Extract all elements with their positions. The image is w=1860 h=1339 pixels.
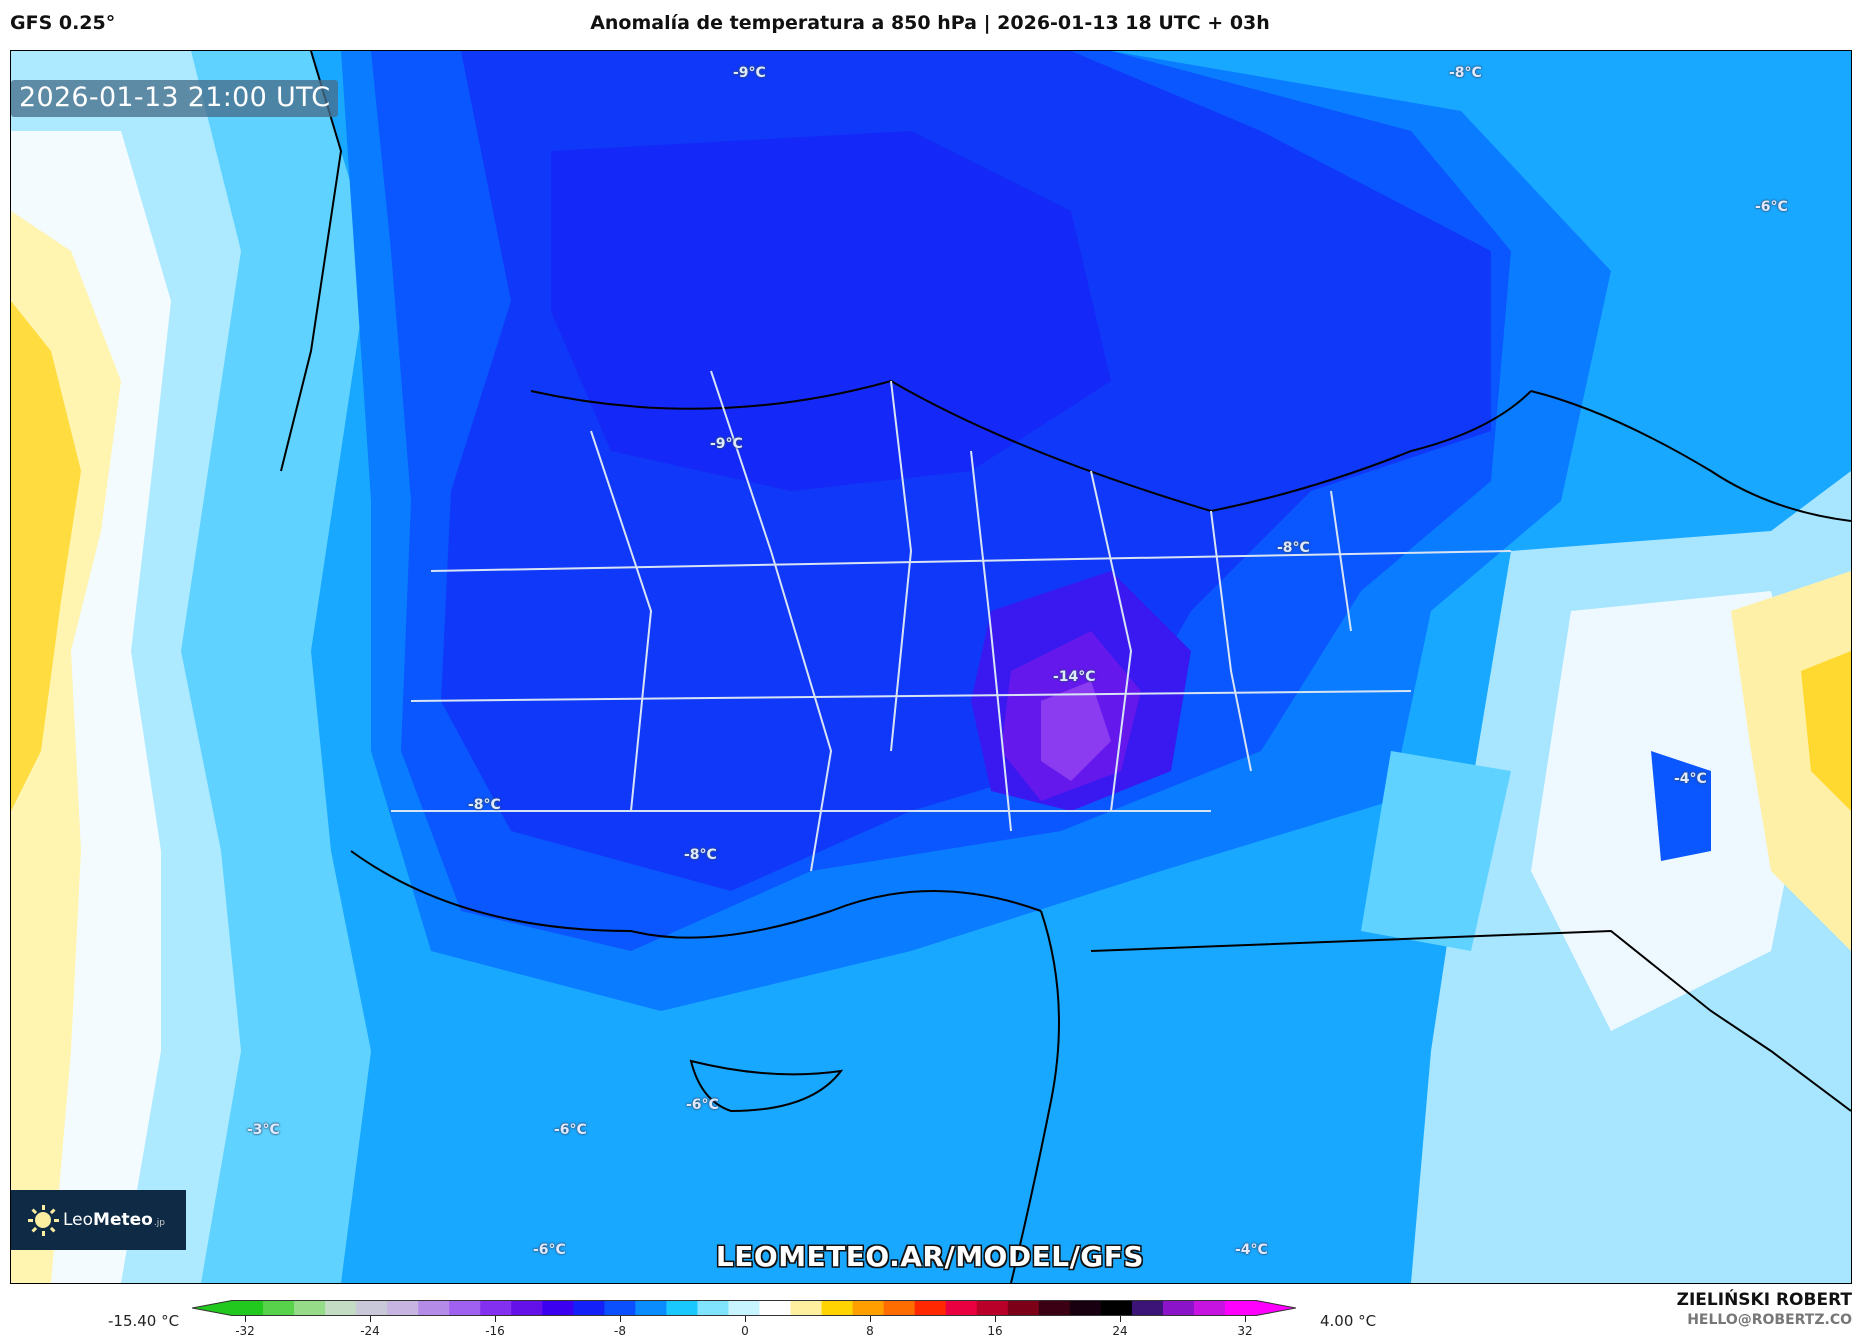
source-watermark: LEOMETEO.AR/MODEL/GFS [715,1240,1145,1273]
colorbar-tick-label: 16 [987,1324,1003,1338]
colorbar-tick [745,1316,746,1322]
value-label: -6°C [533,1242,566,1258]
colorbar-tick [870,1316,871,1322]
colorbar [192,1300,1296,1316]
sun-icon [27,1204,59,1236]
colorbar-tick-label: 24 [1112,1324,1128,1338]
colorbar-min-label: -15.40 °C [108,1312,180,1330]
colorbar-tick-label: -16 [485,1324,505,1338]
value-label: -8°C [1277,540,1310,556]
colorbar-tick-label: 8 [866,1324,874,1338]
value-label: -9°C [733,65,766,81]
colorbar-tick-label: 0 [741,1324,749,1338]
colorbar-tick [495,1316,496,1322]
value-label: -6°C [554,1122,587,1138]
anomaly-field [11,51,1851,1283]
author-credit: ZIELIŃSKI ROBERT HELLO@ROBERTZ.CO [1677,1290,1852,1328]
chart-title: Anomalía de temperatura a 850 hPa | 2026… [590,12,1270,34]
colorbar-tick [995,1316,996,1322]
value-label: -6°C [1755,199,1788,215]
value-label: -8°C [468,797,501,813]
model-name: GFS 0.25° [10,12,116,34]
colorbar-tick-label: -8 [614,1324,626,1338]
author-name: ZIELIŃSKI ROBERT [1676,1290,1852,1310]
colorbar-tick [370,1316,371,1322]
colorbar-tick-label: 32 [1237,1324,1253,1338]
colorbar-tick [1120,1316,1121,1322]
valid-time-badge: 2026-01-13 21:00 UTC [11,80,339,117]
leometeo-logo: LeoMeteo.jp [11,1190,186,1250]
value-label: -4°C [1235,1242,1268,1258]
colorbar-tick [245,1316,246,1322]
temperature-anomaly-map: -9°C -8°C -6°C -9°C -8°C -14°C -4°C -8°C… [10,50,1852,1284]
author-email: HELLO@ROBERTZ.CO [1687,1312,1852,1328]
value-label: -6°C [686,1097,719,1113]
colorbar-max-label: 4.00 °C [1320,1312,1377,1330]
colorbar-tick [1245,1316,1246,1322]
colorbar-tick-label: -32 [235,1324,255,1338]
logo-text: LeoMeteo.jp [63,1210,165,1230]
value-label: -4°C [1674,771,1707,787]
value-label: -8°C [1449,65,1482,81]
value-label: -3°C [247,1122,280,1138]
value-label: -9°C [710,436,743,452]
colorbar-tick [620,1316,621,1322]
value-label: -8°C [684,847,717,863]
value-label: -14°C [1053,669,1096,685]
colorbar-tick-label: -24 [360,1324,380,1338]
